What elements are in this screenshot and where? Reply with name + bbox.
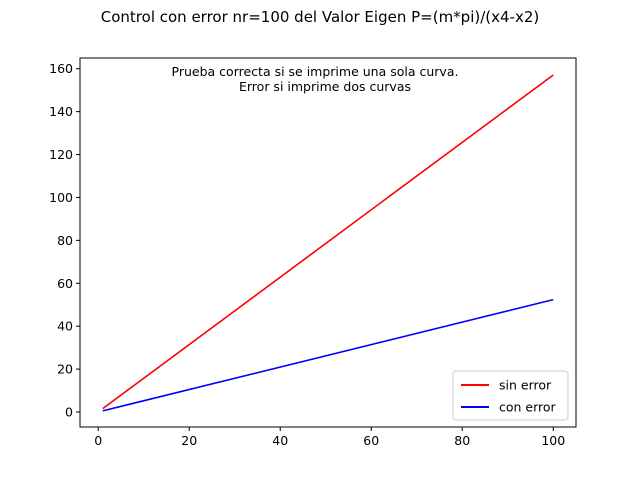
legend-label-sin-error: sin error <box>499 378 552 393</box>
x-tick-label: 0 <box>94 433 102 448</box>
annotation-line-1: Prueba correcta si se imprime una sola c… <box>172 64 459 79</box>
y-tick-label: 60 <box>57 276 73 291</box>
series-layer <box>102 74 554 412</box>
y-axis: 0 20 40 60 80 100 120 140 160 <box>49 61 80 419</box>
x-axis: 0 20 40 60 80 100 <box>94 427 565 448</box>
x-tick-label: 100 <box>541 433 565 448</box>
x-tick-label: 60 <box>363 433 379 448</box>
y-tick-label: 20 <box>57 362 73 377</box>
y-tick-label: 80 <box>57 233 73 248</box>
y-tick-label: 100 <box>49 190 73 205</box>
y-tick-label: 40 <box>57 319 73 334</box>
annotation-line-2: Error si imprime dos curvas <box>239 79 411 94</box>
legend-label-con-error: con error <box>499 400 557 415</box>
x-tick-label: 20 <box>181 433 197 448</box>
chart-title: Control con error nr=100 del Valor Eigen… <box>101 8 539 26</box>
y-tick-label: 160 <box>49 61 73 76</box>
legend: sin error con error <box>452 370 569 421</box>
series-line-sin-error <box>102 74 554 410</box>
x-tick-label: 40 <box>272 433 288 448</box>
y-tick-label: 120 <box>49 147 73 162</box>
plot-area: 0 20 40 60 80 100 0 20 40 60 80 100 120 140 160 Prueb… <box>49 57 577 448</box>
series-line-con-error <box>102 298 554 412</box>
y-tick-label: 0 <box>65 404 73 419</box>
axes-frame <box>79 57 577 428</box>
x-tick-label: 80 <box>454 433 470 448</box>
y-tick-label: 140 <box>49 104 73 119</box>
